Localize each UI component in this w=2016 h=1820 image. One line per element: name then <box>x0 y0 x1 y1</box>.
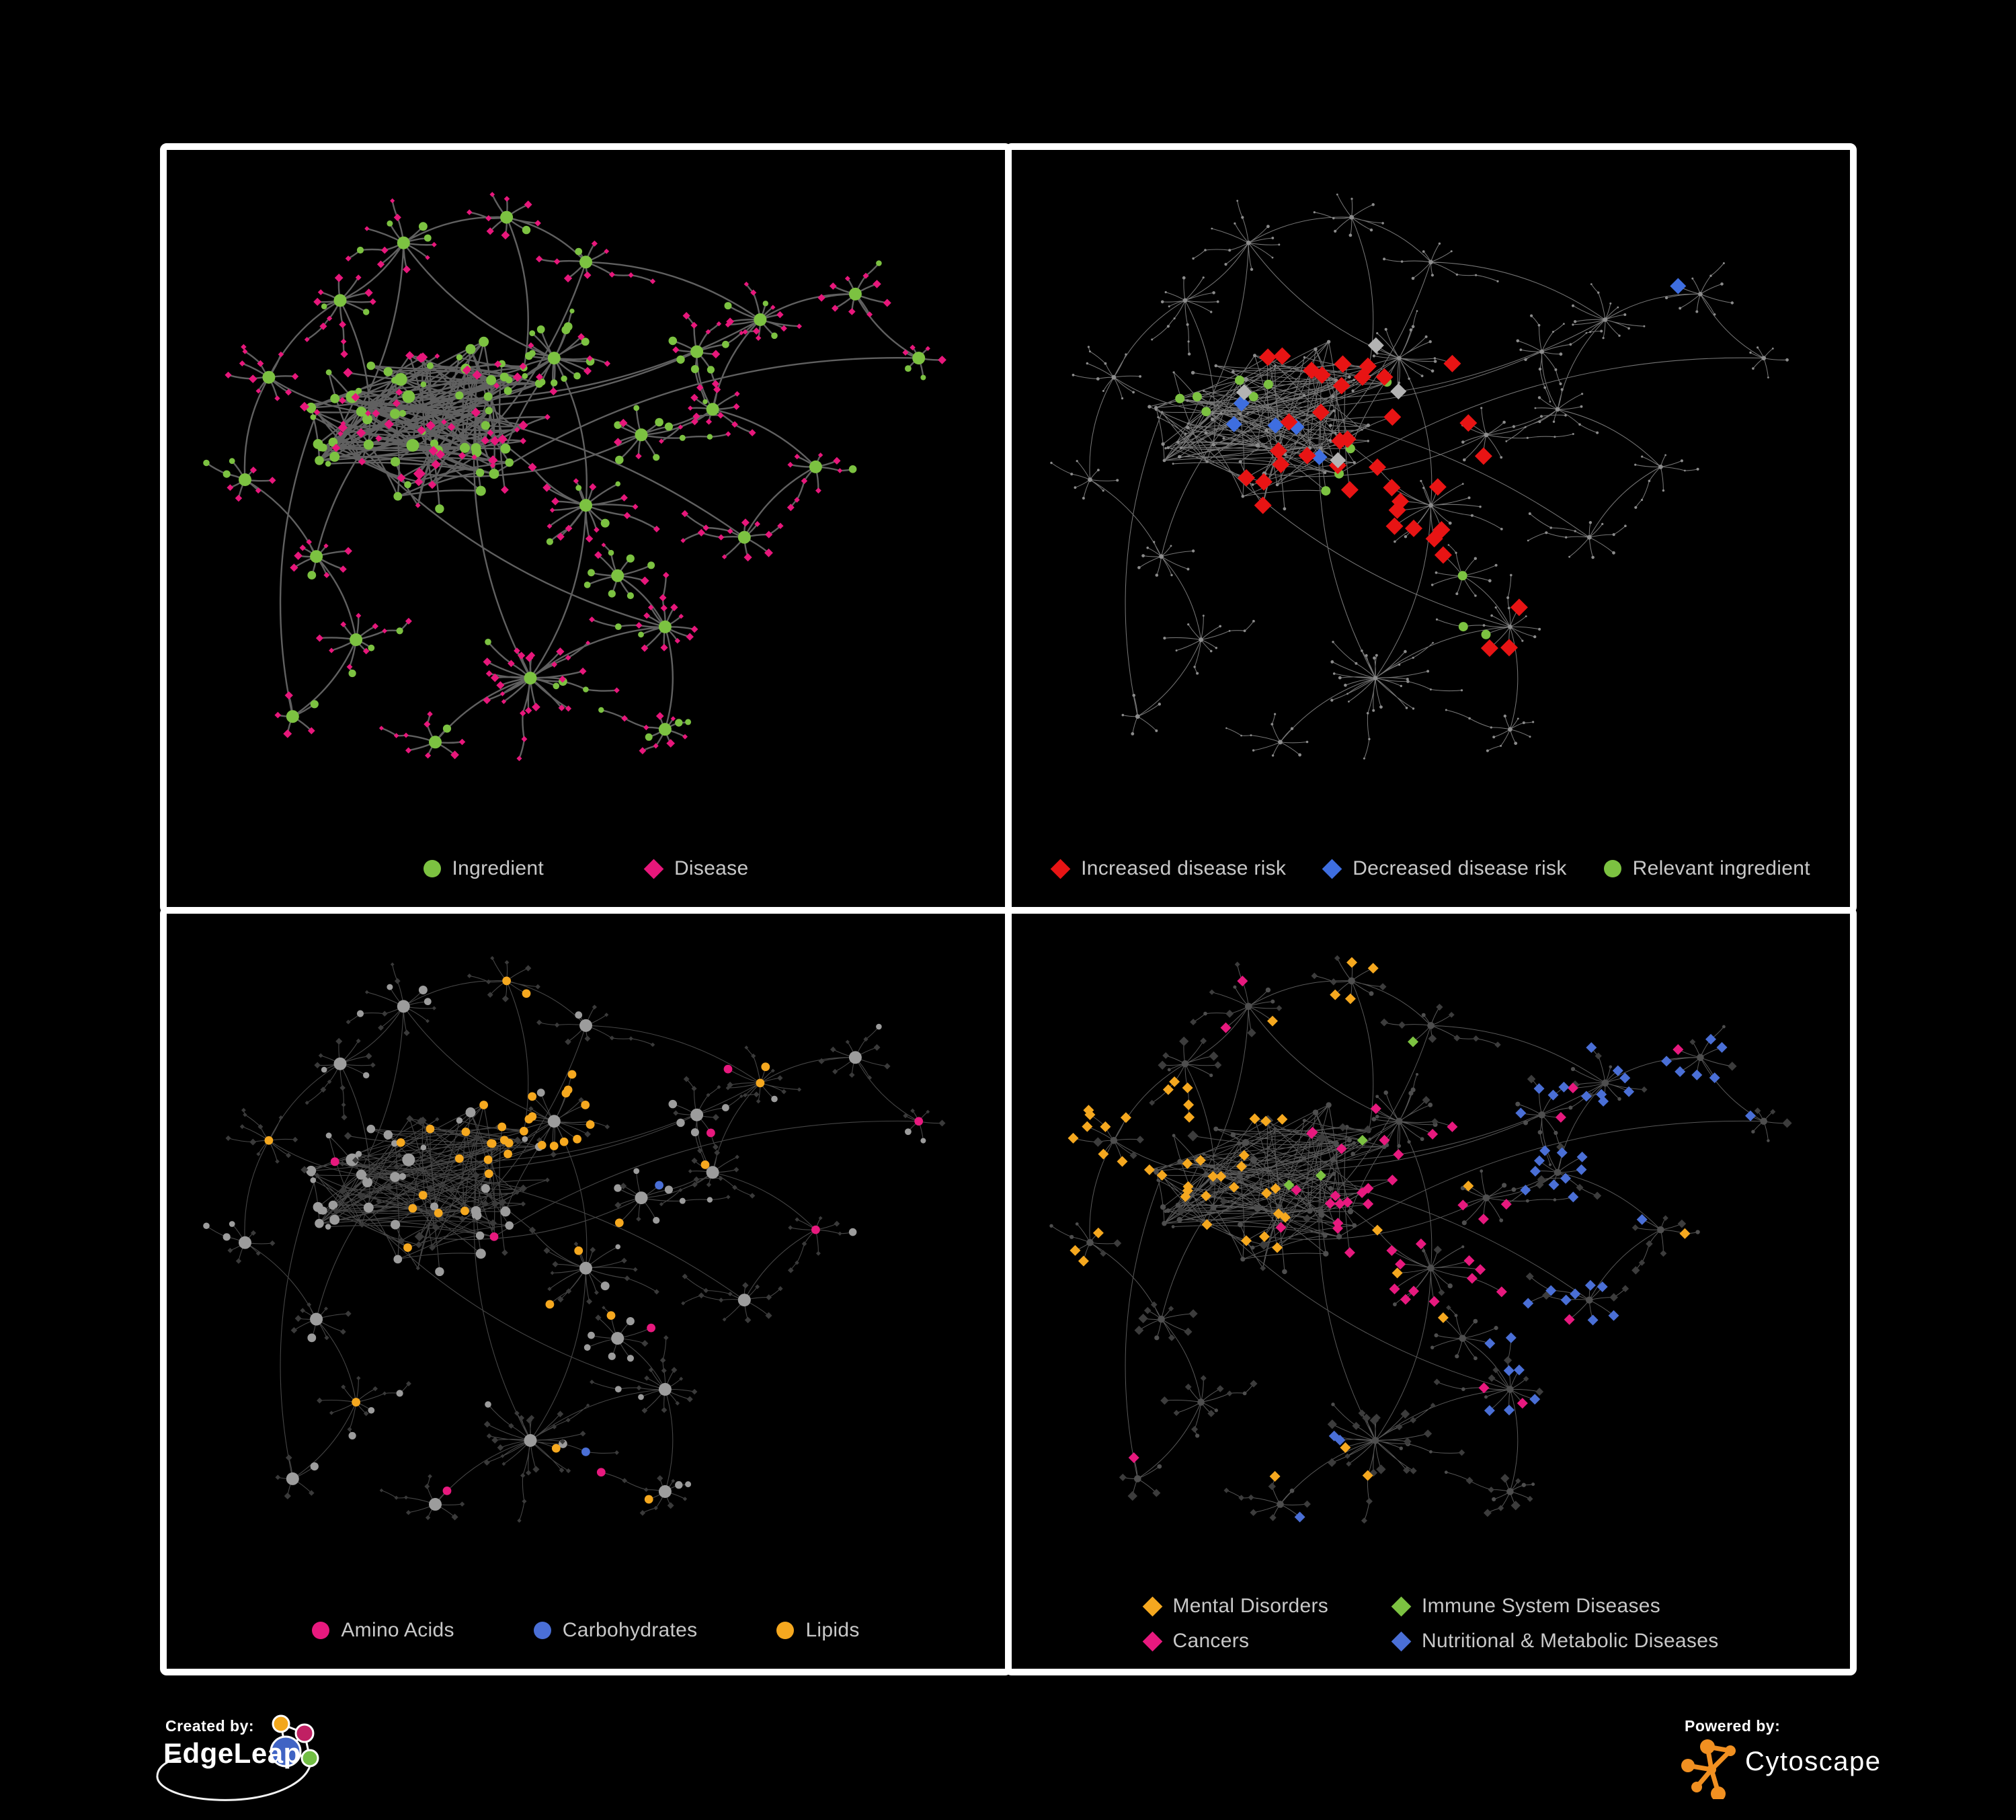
legend-item: Carbohydrates <box>533 1619 698 1642</box>
legend-label: Immune System Diseases <box>1422 1595 1661 1617</box>
legend-item: Relevant ingredient <box>1603 857 1810 880</box>
legend-circle-marker <box>533 1622 551 1639</box>
legend-label: Mental Disorders <box>1172 1595 1329 1617</box>
network-edges <box>206 194 942 759</box>
legend-diamond-marker <box>1322 859 1342 879</box>
legend-label: Increased disease risk <box>1081 857 1287 879</box>
network-edges <box>206 957 942 1521</box>
legend-label: Ingredient <box>452 857 544 879</box>
legend-circle-marker <box>423 860 441 877</box>
legend-item: Nutritional & Metabolic Diseases <box>1391 1630 1719 1653</box>
edgeleap-logo <box>156 1714 319 1801</box>
network-nodes <box>203 192 946 762</box>
network-edges <box>1051 194 1787 759</box>
legend-circle-marker <box>776 1622 795 1639</box>
legend-label: Relevant ingredient <box>1632 857 1810 879</box>
legend-item: Ingredient <box>423 857 544 880</box>
legend-label: Nutritional & Metabolic Diseases <box>1422 1630 1719 1652</box>
ingredient-disease-network <box>203 192 946 762</box>
legend-diamond-marker <box>1391 1596 1412 1616</box>
legend-item: Amino Acids <box>312 1619 454 1642</box>
legend-item: Decreased disease risk <box>1322 857 1567 880</box>
created-by-label: Created by: <box>165 1717 255 1735</box>
legend-label: Lipids <box>805 1619 860 1641</box>
network-nodes <box>203 956 946 1523</box>
legend-diamond-marker <box>1391 1631 1412 1651</box>
legend-item: Cancers <box>1142 1630 1250 1653</box>
edgeleap-orange-node <box>272 1714 290 1733</box>
legend-item: Mental Disorders <box>1142 1595 1329 1618</box>
panel-ingredient-class: Amino Acids Carbohydrates Lipids <box>160 907 1012 1675</box>
edgeleap-blue-node <box>270 1735 302 1768</box>
legend-item: Immune System Diseases <box>1391 1595 1661 1618</box>
legend-circle-marker <box>1603 860 1621 877</box>
disease-risk-network <box>1050 193 1789 760</box>
legend-label: Cancers <box>1172 1630 1250 1652</box>
legend-disease-category: Mental Disorders Immune System Diseases Ca… <box>1018 1595 1843 1653</box>
legend-diamond-marker <box>1142 1596 1162 1616</box>
edgeleap-wordmark: EdgeLeap <box>163 1737 301 1769</box>
highlighted-nodes <box>1067 957 1756 1523</box>
legend-diamond-marker <box>1142 1631 1162 1651</box>
legend-diamond-marker <box>643 859 664 879</box>
legend-diamond-marker <box>1050 859 1071 879</box>
highlighted-nodes <box>264 976 924 1504</box>
edgeleap-credit: Created by: EdgeLeap <box>149 1710 358 1818</box>
legend-label: Amino Acids <box>341 1619 454 1641</box>
legend-item: Disease <box>643 857 749 880</box>
powered-by-label: Powered by: <box>1685 1717 1781 1735</box>
legend-circle-marker <box>312 1622 330 1639</box>
legend-disease-risk: Increased disease risk Decreased disease … <box>1018 857 1843 880</box>
network-nodes <box>1049 955 1792 1524</box>
panel-disease-category: Mental Disorders Immune System Diseases Ca… <box>1005 907 1857 1675</box>
legend-item: Lipids <box>776 1619 859 1642</box>
cytoscape-wordmark: Cytoscape <box>1745 1747 1882 1776</box>
panel-disease-risk: Increased disease risk Decreased disease … <box>1005 143 1857 914</box>
edgeleap-swoosh <box>156 1753 313 1801</box>
legend-label: Decreased disease risk <box>1353 857 1567 879</box>
legend-ingredient-disease: Ingredient Disease <box>173 857 998 880</box>
highlighted-nodes <box>1175 278 1687 657</box>
legend-label: Carbohydrates <box>562 1619 698 1641</box>
legend-item: Increased disease risk <box>1050 857 1287 880</box>
cytoscape-credit: Powered by: Cytoscape <box>1678 1716 1960 1810</box>
legend-label: Disease <box>674 857 749 879</box>
edgeleap-green-node <box>300 1749 319 1768</box>
network-edges <box>1051 957 1787 1521</box>
panel-ingredient-disease: Ingredient Disease <box>160 143 1012 914</box>
cytoscape-logo <box>1681 1739 1736 1799</box>
disease-category-network <box>1049 955 1792 1524</box>
legend-ingredient-class: Amino Acids Carbohydrates Lipids <box>173 1619 998 1642</box>
ingredient-class-network <box>203 956 946 1523</box>
edgeleap-magenta-node <box>294 1723 315 1743</box>
